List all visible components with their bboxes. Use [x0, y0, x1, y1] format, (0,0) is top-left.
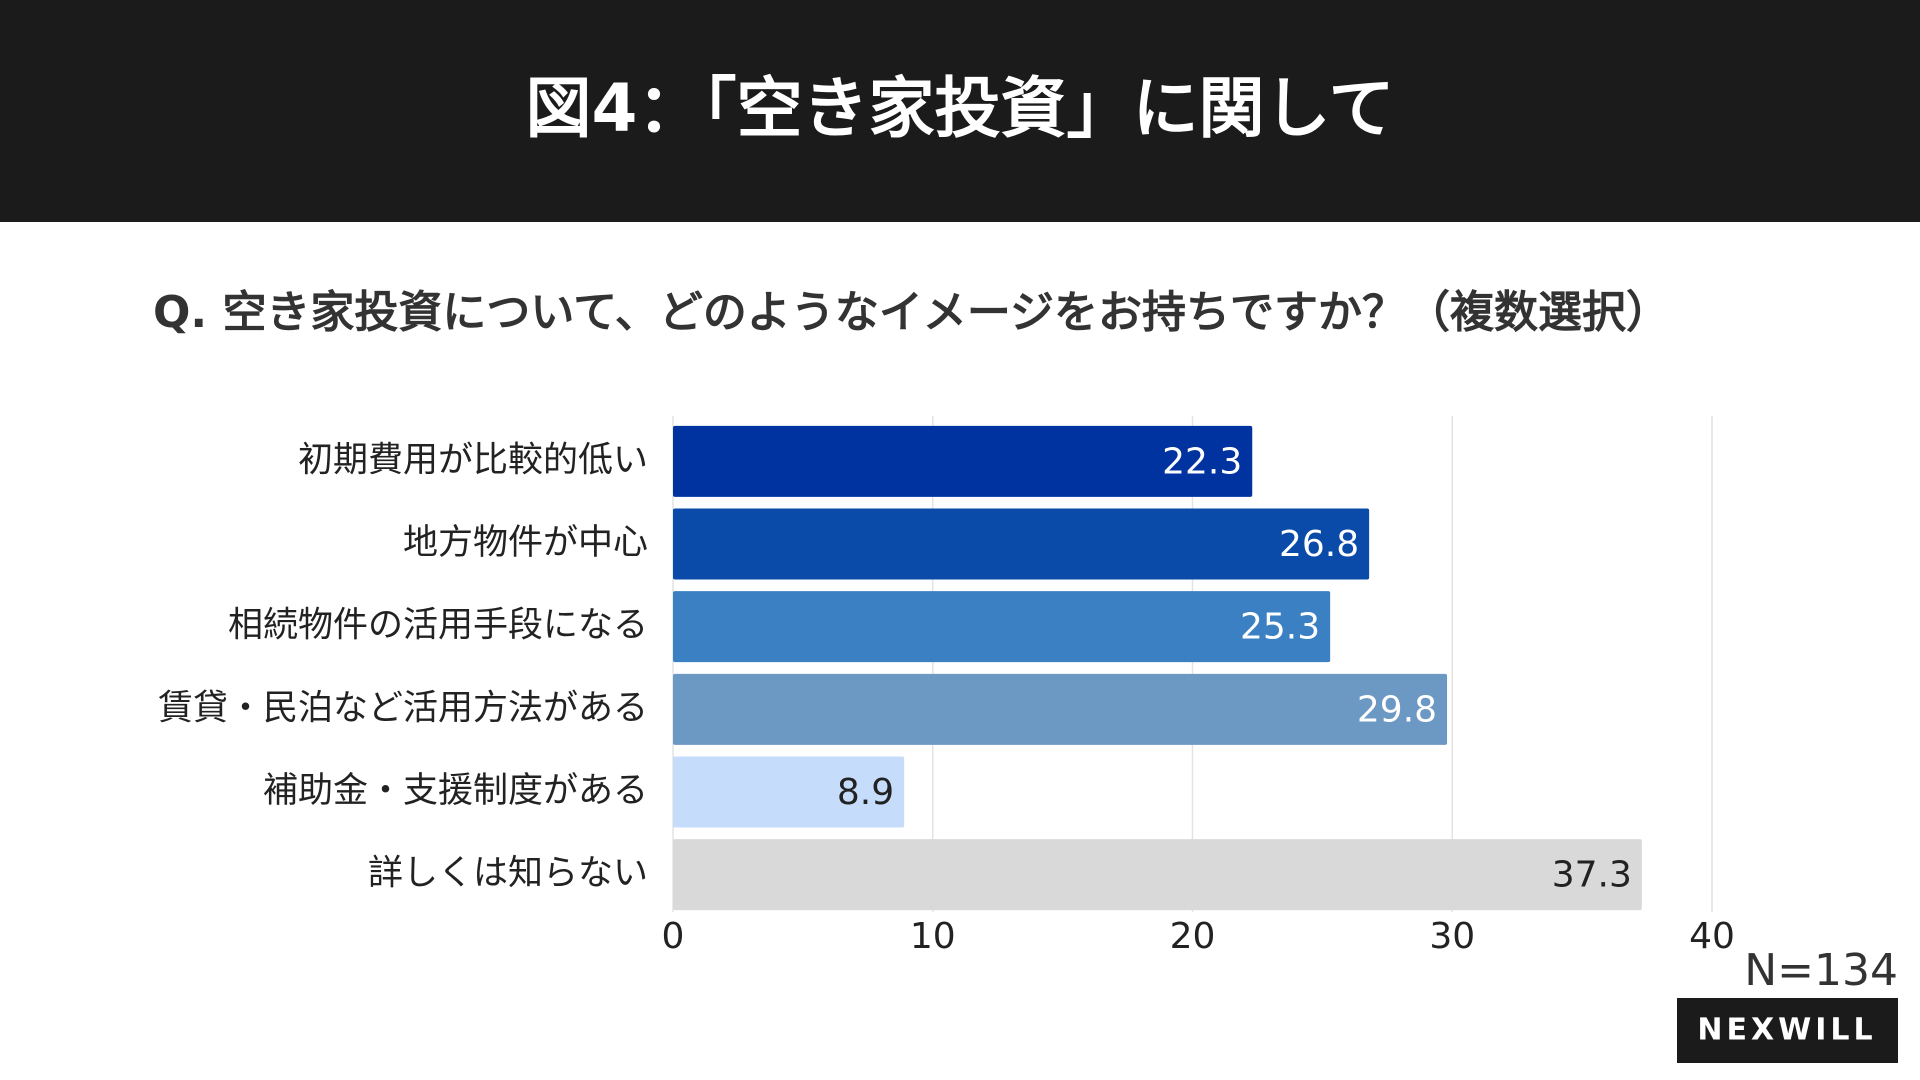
value-label: 29.8 [1357, 689, 1437, 730]
value-label: 26.8 [1279, 524, 1359, 565]
y-tick-label: 相続物件の活用手段になる [228, 606, 648, 646]
y-tick-label: 詳しくは知らない [368, 854, 648, 894]
y-tick-label: 賃貸・民泊など活用方法がある [158, 688, 648, 728]
bar [673, 508, 1370, 580]
bar [673, 425, 1253, 497]
x-tick-label: 40 [1689, 916, 1735, 957]
x-tick-label: 10 [910, 916, 956, 957]
bar [673, 673, 1448, 745]
value-label: 8.9 [837, 772, 894, 813]
x-tick-label: 0 [662, 916, 685, 957]
chart-title: 図4：「空き家投資」に関して [526, 70, 1395, 147]
value-label: 37.3 [1552, 855, 1632, 896]
value-label: 22.3 [1162, 441, 1242, 482]
x-tick-label: 30 [1429, 916, 1475, 957]
bar [673, 839, 1642, 911]
value-label: 25.3 [1240, 607, 1320, 648]
logo-box [1677, 998, 1898, 1063]
bar [673, 591, 1331, 663]
x-tick-label: 20 [1170, 916, 1216, 957]
sample-size: N=134 [1744, 945, 1898, 996]
y-tick-label: 初期費用が比較的低い [298, 440, 648, 480]
bar [673, 756, 905, 828]
y-tick-label: 補助金・支援制度がある [263, 771, 648, 811]
chart-subtitle: Q. 空き家投資について、どのようなイメージをお持ちですか？（複数選択） [153, 287, 1670, 338]
logo: NEXWILL [1697, 1013, 1876, 1048]
y-tick-label: 地方物件が中心 [403, 523, 648, 563]
header-band [0, 0, 1920, 222]
